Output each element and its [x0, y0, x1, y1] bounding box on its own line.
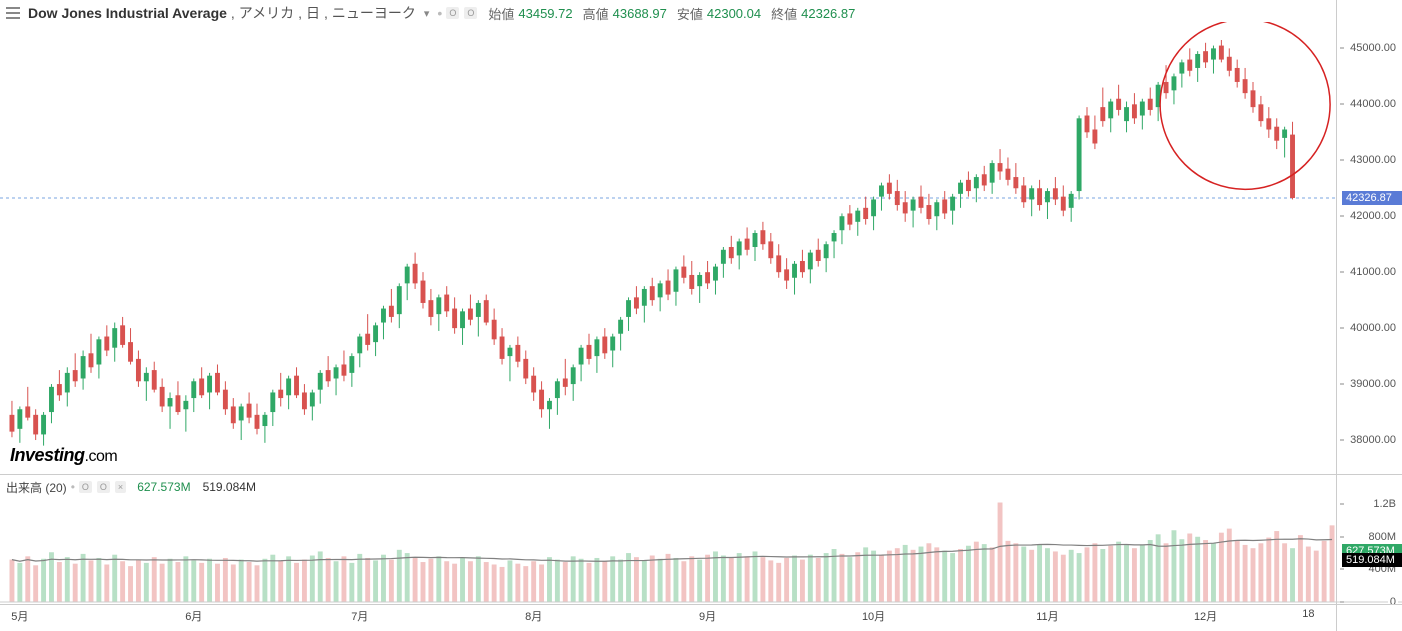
volume-ma-badge: 519.084M [1342, 553, 1402, 567]
chart-header: Dow Jones Industrial Average, アメリカ, 日, ニ… [6, 3, 1396, 23]
low-label: 安値 [677, 4, 703, 23]
menu-icon[interactable] [6, 6, 20, 20]
exchange-label: ニューヨーク [332, 3, 416, 23]
header-pill-2[interactable]: O [464, 7, 477, 19]
price-chart-panel[interactable]: Investing.com 38000.0039000.0040000.0041… [0, 22, 1402, 472]
panel-divider[interactable] [0, 474, 1402, 475]
x-tick-label: 7月 [351, 608, 368, 624]
x-tick-label: 6月 [185, 608, 202, 624]
instrument-title[interactable]: Dow Jones Industrial Average [28, 5, 227, 21]
high-value: 43688.97 [613, 6, 667, 21]
x-tick-label: 5月 [11, 608, 28, 624]
volume-chart[interactable] [0, 478, 1402, 604]
x-tick-label: 18 [1302, 608, 1314, 620]
x-axis[interactable]: 5月 6月 7月 8月 9月 10月 11月 12月 18 [0, 604, 1402, 630]
x-tick-label: 9月 [699, 608, 716, 624]
market-label: アメリカ [239, 3, 294, 23]
close-value: 42326.87 [801, 6, 855, 21]
x-tick-label: 12月 [1194, 608, 1217, 624]
open-value: 43459.72 [518, 6, 572, 21]
x-tick-label: 11月 [1036, 608, 1058, 624]
status-dot-icon: • [437, 5, 442, 21]
close-label: 終値 [771, 4, 797, 23]
chevron-down-icon[interactable]: ▾ [424, 7, 430, 20]
y-axis-line [1336, 0, 1337, 631]
header-pill-1[interactable]: O [446, 7, 459, 19]
volume-chart-panel[interactable]: 0400M800M1.2B 627.573M 519.084M [0, 478, 1402, 604]
candlestick-chart[interactable] [0, 22, 1402, 472]
x-tick-label: 8月 [525, 608, 542, 624]
interval-label[interactable]: 日 [306, 3, 320, 23]
investing-logo: Investing.com [10, 445, 117, 466]
current-price-badge: 42326.87 [1342, 191, 1402, 205]
high-label: 高値 [583, 4, 609, 23]
x-tick-label: 10月 [862, 608, 885, 624]
open-label: 始値 [488, 4, 514, 23]
low-value: 42300.04 [707, 6, 761, 21]
